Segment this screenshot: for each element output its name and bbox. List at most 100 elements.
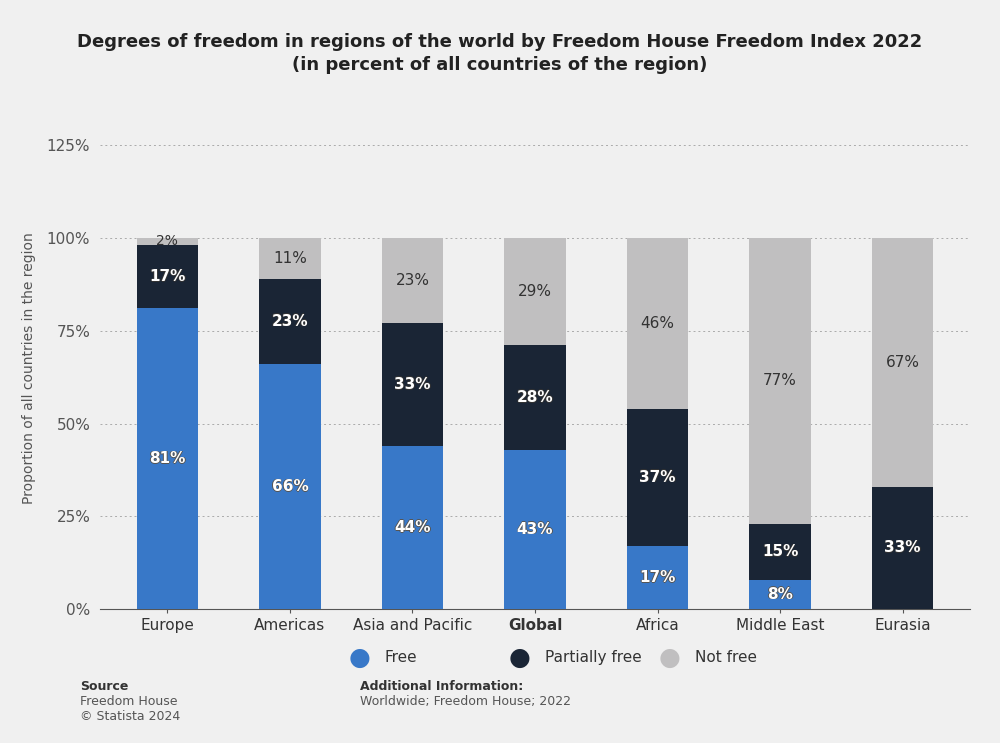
Text: 8%: 8% [767,587,792,602]
Text: 17%: 17% [639,570,676,585]
Text: 33%: 33% [394,377,430,392]
Text: Free: Free [385,650,418,665]
Text: 15%: 15% [762,544,799,559]
Text: 33%: 33% [394,377,431,392]
Text: 43%: 43% [517,522,553,537]
Text: 2%: 2% [156,235,178,248]
Text: 43%: 43% [516,522,553,537]
Text: (in percent of all countries of the region): (in percent of all countries of the regi… [292,56,708,74]
Text: 23%: 23% [272,314,308,329]
Text: 44%: 44% [395,520,431,535]
Y-axis label: Proportion of all countries in the region: Proportion of all countries in the regio… [22,232,36,504]
Text: 43%: 43% [517,522,553,536]
Text: 81%: 81% [149,451,186,466]
Text: ●: ● [659,646,681,669]
Text: 44%: 44% [394,520,431,535]
Text: 37%: 37% [639,470,676,485]
Text: 17%: 17% [149,269,186,285]
Bar [749,524,811,580]
Text: 66%: 66% [271,479,308,494]
Text: 81%: 81% [150,451,186,467]
Text: Partially free: Partially free [545,650,642,665]
Text: 33%: 33% [395,377,431,392]
Text: 66%: 66% [272,480,308,495]
Text: Freedom House
© Statista 2024: Freedom House © Statista 2024 [80,695,180,723]
Text: 37%: 37% [639,470,676,484]
Text: 23%: 23% [271,314,308,329]
Text: 17%: 17% [149,269,185,285]
Text: 66%: 66% [272,479,308,494]
Text: 37%: 37% [639,470,675,485]
Text: Source: Source [80,680,128,692]
Text: 33%: 33% [885,540,921,556]
Bar [382,238,443,323]
Text: ●: ● [509,646,531,669]
Bar [749,580,811,609]
Text: 28%: 28% [516,390,553,405]
Text: 81%: 81% [149,452,186,467]
Text: 15%: 15% [762,544,798,559]
Text: 8%: 8% [768,587,794,602]
Bar [749,238,811,524]
Text: Not free: Not free [695,650,757,665]
Bar [627,546,688,609]
Text: Worldwide; Freedom House; 2022: Worldwide; Freedom House; 2022 [360,695,571,707]
Text: Additional Information:: Additional Information: [360,680,523,692]
Text: 46%: 46% [641,316,675,331]
Text: 17%: 17% [149,270,186,285]
Text: 23%: 23% [272,314,308,328]
Text: 8%: 8% [767,587,793,602]
Text: 17%: 17% [149,269,186,284]
Text: 43%: 43% [517,522,553,537]
Text: 81%: 81% [149,451,185,467]
Text: 17%: 17% [639,571,676,585]
Text: 17%: 17% [639,570,676,585]
Bar [627,238,688,409]
Text: 28%: 28% [517,389,553,404]
Text: 28%: 28% [517,390,553,405]
Bar [382,323,443,446]
Bar [504,238,566,345]
Bar [259,238,321,279]
Bar [259,364,321,609]
Text: 17%: 17% [640,570,676,585]
Text: 66%: 66% [272,478,308,493]
Text: 33%: 33% [394,377,431,392]
Text: 15%: 15% [761,544,798,559]
Text: 43%: 43% [517,522,554,537]
Bar [137,308,198,609]
Text: Degrees of freedom in regions of the world by Freedom House Freedom Index 2022: Degrees of freedom in regions of the wor… [77,33,923,51]
Text: 37%: 37% [639,470,676,485]
Bar [137,238,198,245]
Text: 11%: 11% [273,250,307,266]
Text: 23%: 23% [272,314,309,329]
Text: 15%: 15% [762,545,798,559]
Text: 15%: 15% [762,544,798,559]
Bar [627,409,688,546]
Text: 17%: 17% [150,269,186,285]
Text: 8%: 8% [767,586,793,601]
Bar [504,450,566,609]
Text: 29%: 29% [518,284,552,299]
Text: 81%: 81% [149,451,186,467]
Text: 23%: 23% [272,314,308,329]
Text: 33%: 33% [884,540,920,556]
Text: 33%: 33% [884,540,921,555]
Text: 33%: 33% [394,377,431,392]
Bar [872,487,933,609]
Text: 17%: 17% [639,570,675,585]
Text: 37%: 37% [640,470,676,485]
Text: 28%: 28% [517,390,554,405]
Text: 33%: 33% [884,540,921,556]
Text: 67%: 67% [886,354,920,370]
Bar [382,446,443,609]
Text: 44%: 44% [394,519,431,534]
Text: ●: ● [349,646,371,669]
Bar [259,279,321,364]
Text: 28%: 28% [517,391,553,406]
Text: 33%: 33% [884,541,921,556]
Text: 44%: 44% [394,520,430,535]
Bar [504,345,566,450]
Text: 23%: 23% [395,273,429,288]
Text: 77%: 77% [763,373,797,389]
